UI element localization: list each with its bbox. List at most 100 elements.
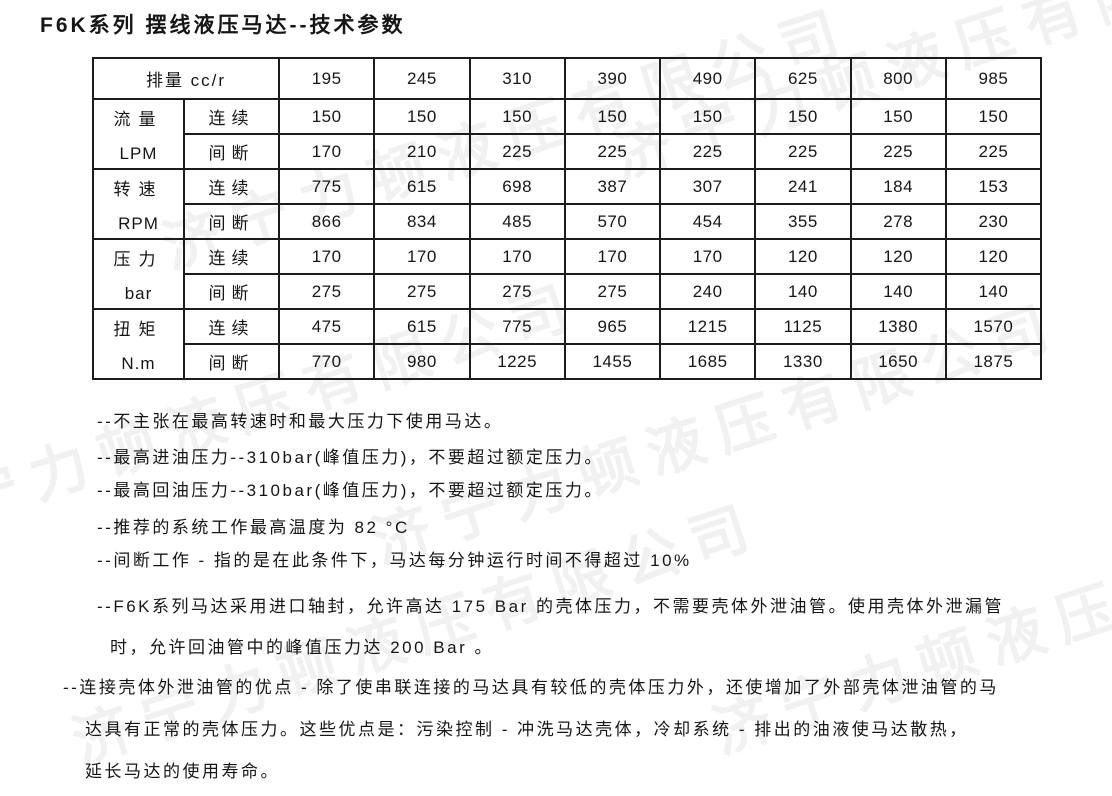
speed-intermittent-value-cell: 454	[659, 203, 757, 240]
speed-continuous-value-cell: 698	[468, 168, 566, 205]
displacement-value-cell: 310	[468, 57, 566, 100]
torque-continuous-value-cell: 1125	[754, 308, 852, 345]
displacement-value-cell: 985	[944, 57, 1043, 100]
displacement-header-label: 排量 cc/r	[91, 57, 281, 100]
torque-intermittent-value-cell: 1330	[754, 343, 852, 380]
flow-intermittent-value-cell: 225	[468, 133, 566, 170]
table-row-pressure-continuous: 压力 bar 连续 170 170 170 170 170 120 120 120	[92, 238, 1043, 310]
pressure-intermittent-value-cell: 275	[278, 273, 376, 310]
speed-continuous-value-cell: 775	[278, 168, 376, 205]
page-title: F6K系列 摆线液压马达--技术参数	[40, 14, 406, 37]
torque-continuous-value-cell: 1570	[944, 308, 1043, 345]
speed-continuous-value-cell: 615	[373, 168, 471, 205]
speed-intermittent-value-cell: 230	[944, 203, 1043, 240]
row-group-pressure: 压力 bar	[92, 238, 185, 310]
flow-continuous-value-cell: 150	[659, 98, 757, 135]
displacement-value-cell: 245	[373, 57, 471, 100]
spec-table: 排量 cc/r 195 245 310 390 490 625 800 985 流量 LPM …	[91, 57, 1043, 380]
speed-intermittent-value-cell: 866	[278, 203, 376, 240]
mode-label-intermittent: 间断	[182, 273, 281, 310]
flow-intermittent-value-cell: 170	[278, 133, 376, 170]
speed-intermittent-value-cell: 355	[754, 203, 852, 240]
row-group-unit: N.m	[121, 353, 156, 373]
row-group-torque: 扭矩 N.m	[92, 308, 185, 380]
pressure-continuous-value-cell: 170	[373, 238, 471, 275]
mode-label-intermittent: 间断	[182, 343, 281, 380]
torque-intermittent-value-cell: 770	[278, 343, 376, 380]
torque-intermittent-value-cell: 1225	[468, 343, 566, 380]
note-line: --F6K系列马达采用进口轴封，允许高达 175 Bar 的壳体压力，不需要壳体…	[97, 597, 1004, 616]
flow-continuous-value-cell: 150	[468, 98, 566, 135]
flow-intermittent-value-cell: 225	[754, 133, 852, 170]
pressure-intermittent-value-cell: 240	[659, 273, 757, 310]
flow-continuous-value-cell: 150	[278, 98, 376, 135]
row-group-name: 压力	[113, 249, 164, 269]
torque-continuous-value-cell: 1380	[849, 308, 947, 345]
torque-intermittent-value-cell: 1650	[849, 343, 947, 380]
flow-intermittent-value-cell: 225	[944, 133, 1043, 170]
note-line: --推荐的系统工作最高温度为 82 °C	[97, 518, 410, 537]
torque-intermittent-value-cell: 1685	[659, 343, 757, 380]
flow-intermittent-value-cell: 225	[563, 133, 662, 170]
displacement-value-cell: 800	[849, 57, 947, 100]
pressure-continuous-value-cell: 170	[278, 238, 376, 275]
speed-intermittent-value-cell: 570	[563, 203, 662, 240]
pressure-continuous-value-cell: 120	[849, 238, 947, 275]
flow-continuous-value-cell: 150	[754, 98, 852, 135]
table-row-speed-continuous: 转速 RPM 连续 775 615 698 387 307 241 184 153	[92, 168, 1043, 240]
torque-intermittent-value-cell: 980	[373, 343, 471, 380]
flow-intermittent-value-cell: 225	[849, 133, 947, 170]
flow-continuous-value-cell: 150	[563, 98, 662, 135]
mode-label-continuous: 连续	[182, 98, 281, 135]
table-row-flow-intermittent: 间断 170 210 225 225 225 225 225 225	[93, 133, 1043, 170]
torque-continuous-value-cell: 1215	[659, 308, 757, 345]
note-line: --最高进油压力--310bar(峰值压力)，不要超过额定压力。	[97, 448, 604, 467]
row-group-name: 转速	[113, 179, 164, 199]
pressure-continuous-value-cell: 120	[944, 238, 1043, 275]
table-row-torque-continuous: 扭矩 N.m 连续 475 615 775 965 1215 1125 1380 1570	[92, 308, 1043, 380]
row-group-unit: RPM	[118, 213, 159, 233]
torque-intermittent-value-cell: 1455	[563, 343, 662, 380]
speed-continuous-value-cell: 387	[563, 168, 662, 205]
pressure-intermittent-value-cell: 140	[944, 273, 1043, 310]
speed-continuous-value-cell: 184	[849, 168, 947, 205]
row-group-unit: bar	[124, 283, 153, 303]
pressure-continuous-value-cell: 170	[563, 238, 662, 275]
pressure-intermittent-value-cell: 275	[563, 273, 662, 310]
pressure-continuous-value-cell: 120	[754, 238, 852, 275]
note-line: 延长马达的使用寿命。	[85, 762, 280, 781]
speed-intermittent-value-cell: 485	[468, 203, 566, 240]
mode-label-continuous: 连续	[182, 308, 281, 345]
speed-continuous-value-cell: 153	[944, 168, 1043, 205]
torque-continuous-value-cell: 965	[563, 308, 662, 345]
speed-intermittent-value-cell: 278	[849, 203, 947, 240]
row-group-unit: LPM	[119, 143, 158, 163]
torque-continuous-value-cell: 775	[468, 308, 566, 345]
pressure-intermittent-value-cell: 140	[754, 273, 852, 310]
note-line: --连接壳体外泄油管的优点 - 除了使串联连接的马达具有较低的壳体压力外，还使增…	[63, 678, 999, 697]
speed-continuous-value-cell: 241	[754, 168, 852, 205]
flow-intermittent-value-cell: 225	[659, 133, 757, 170]
pressure-intermittent-value-cell: 275	[468, 273, 566, 310]
flow-continuous-value-cell: 150	[944, 98, 1043, 135]
table-row-torque-intermittent: 间断 770 980 1225 1455 1685 1330 1650 1875	[93, 343, 1043, 380]
table-row-flow-continuous: 流量 LPM 连续 150 150 150 150 150 150 150 150	[92, 98, 1043, 170]
mode-label-intermittent: 间断	[182, 203, 281, 240]
flow-intermittent-value-cell: 210	[373, 133, 471, 170]
mode-label-continuous: 连续	[182, 238, 281, 275]
row-group-name: 扭矩	[113, 319, 164, 339]
row-group-speed: 转速 RPM	[92, 168, 185, 240]
displacement-value-cell: 625	[754, 57, 852, 100]
torque-continuous-value-cell: 615	[373, 308, 471, 345]
pressure-intermittent-value-cell: 140	[849, 273, 947, 310]
flow-continuous-value-cell: 150	[373, 98, 471, 135]
note-line: 时，允许回油管中的峰值压力达 200 Bar 。	[110, 638, 494, 657]
table-row-pressure-intermittent: 间断 275 275 275 275 240 140 140 140	[93, 273, 1043, 310]
note-line: --间断工作 - 指的是在此条件下，马达每分钟运行时间不得超过 10%	[97, 551, 692, 570]
speed-intermittent-value-cell: 834	[373, 203, 471, 240]
displacement-value-cell: 195	[278, 57, 376, 100]
row-group-name: 流量	[113, 109, 164, 129]
speed-continuous-value-cell: 307	[659, 168, 757, 205]
note-line: 达具有正常的壳体压力。这些优点是：污染控制 - 冲洗马达壳体，冷却系统 - 排出…	[85, 720, 969, 739]
displacement-value-cell: 390	[563, 57, 662, 100]
